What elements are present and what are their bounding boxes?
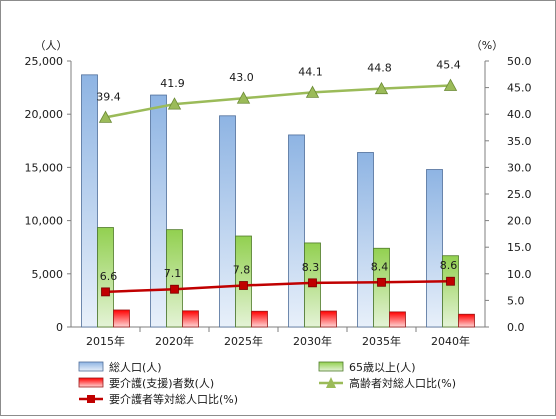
bars — [81, 74, 475, 328]
care-ratio-data-label: 7.8 — [233, 264, 251, 277]
category-label: 2015年 — [86, 334, 125, 348]
total-population-bar — [288, 134, 305, 328]
left-axis-unit: （人） — [35, 39, 68, 52]
elderly-ratio-data-label: 45.4 — [436, 58, 461, 71]
care-needed-bar — [458, 313, 475, 328]
total-population-bar — [357, 152, 374, 328]
elderly-ratio-line — [105, 84, 451, 119]
legend-swatch — [78, 361, 104, 372]
legend-item: 65歳以上(人) — [318, 361, 416, 374]
right-tick-label: 5.0 — [507, 294, 525, 307]
care-ratio-data-label: 8.4 — [371, 260, 389, 273]
care-needed-bar — [113, 309, 130, 328]
legend-label: 65歳以上(人) — [349, 361, 416, 374]
left-tick-label: 5,000 — [32, 268, 64, 281]
legend-label: 総人口(人) — [109, 360, 162, 374]
elderly-ratio-data-label: 44.1 — [298, 65, 323, 78]
care-needed-bar — [320, 310, 337, 328]
legend-item: 要介護者等対総人口比(%) — [79, 392, 238, 406]
legend-item: 高齢者対総人口比(%) — [319, 376, 456, 390]
care-needed-bar — [389, 311, 406, 328]
elderly-ratio-marker — [236, 91, 251, 104]
left-tick-label: 20,000 — [25, 108, 64, 121]
elderly-ratio-marker — [443, 78, 458, 91]
legend-marker — [326, 377, 336, 388]
right-tick-label: 40.0 — [507, 108, 532, 121]
care-ratio-marker — [308, 278, 317, 288]
age65-bar — [166, 229, 183, 328]
elderly-ratio-data-label: 43.0 — [229, 71, 254, 84]
age65-bar — [373, 247, 390, 328]
care-ratio-marker — [446, 276, 455, 286]
legend: 総人口(人) 65歳以上(人) 要介護(支援)者数(人) 高齢者対総人口比(%) 要介護… — [78, 360, 456, 406]
right-tick-label: 30.0 — [507, 161, 532, 174]
legend-swatch — [318, 361, 344, 372]
right-tick-label: 45.0 — [507, 82, 532, 95]
care-ratio-marker — [239, 281, 248, 290]
legend-label: 要介護者等対総人口比(%) — [109, 392, 238, 406]
left-tick-label: 15,000 — [25, 161, 64, 174]
left-tick-label: 25,000 — [25, 55, 64, 68]
legend-item: 要介護(支援)者数(人) — [78, 376, 214, 390]
right-tick-label: 0.0 — [507, 321, 525, 334]
category-label: 2025年 — [224, 334, 263, 348]
age65-bar — [442, 255, 459, 328]
legend-swatch — [78, 377, 104, 388]
left-tick-label: 0 — [56, 321, 63, 334]
right-tick-label: 15.0 — [507, 241, 532, 254]
left-tick-label: 10,000 — [25, 215, 64, 228]
right-axis-unit: （%） — [471, 39, 503, 52]
care-needed-bar — [182, 310, 199, 328]
care-ratio-marker — [101, 287, 110, 297]
care-ratio-marker — [377, 277, 386, 287]
care-needed-bar — [251, 310, 268, 328]
right-tick-label: 35.0 — [507, 135, 532, 148]
lines — [98, 78, 458, 297]
right-tick-label: 50.0 — [507, 55, 532, 68]
total-population-bar — [219, 115, 236, 328]
elderly-ratio-data-label: 44.8 — [367, 62, 392, 75]
category-label: 2040年 — [431, 334, 470, 348]
age65-bar — [97, 227, 114, 328]
data-labels: 39.4 41.9 43.0 44.1 44.8 45.4 6.6 7.1 7.8 8.3 8.4 8… — [96, 58, 461, 282]
legend-item: 総人口(人) — [78, 360, 162, 374]
category-label: 2020年 — [155, 334, 194, 348]
legend-label: 要介護(支援)者数(人) — [109, 376, 214, 390]
total-population-bar — [150, 94, 167, 328]
elderly-ratio-marker — [374, 81, 389, 95]
legend-label: 高齢者対総人口比(%) — [349, 376, 456, 390]
elderly-ratio-marker — [167, 97, 182, 110]
care-ratio-data-label: 7.1 — [164, 267, 182, 280]
total-population-bar — [81, 74, 98, 328]
care-ratio-data-label: 8.6 — [440, 259, 458, 272]
elderly-ratio-data-label: 41.9 — [160, 77, 185, 90]
legend-marker — [87, 395, 95, 403]
category-label: 2035年 — [362, 334, 401, 348]
axes: 0 5,000 10,000 15,000 20,000 25,000 0.0 5.0 10.0… — [25, 39, 532, 348]
care-ratio-data-label: 8.3 — [302, 261, 320, 274]
elderly-ratio-marker — [305, 85, 320, 98]
right-tick-label: 10.0 — [507, 268, 532, 281]
care-ratio-data-label: 6.6 — [100, 270, 118, 283]
right-tick-label: 20.0 — [507, 215, 532, 228]
care-ratio-marker — [170, 284, 179, 294]
care-ratio-line — [105, 279, 451, 294]
right-tick-label: 25.0 — [507, 188, 532, 201]
elderly-ratio-data-label: 39.4 — [96, 90, 121, 103]
category-label: 2030年 — [293, 334, 332, 348]
total-population-bar — [426, 169, 443, 328]
elderly-ratio-marker — [98, 110, 113, 123]
